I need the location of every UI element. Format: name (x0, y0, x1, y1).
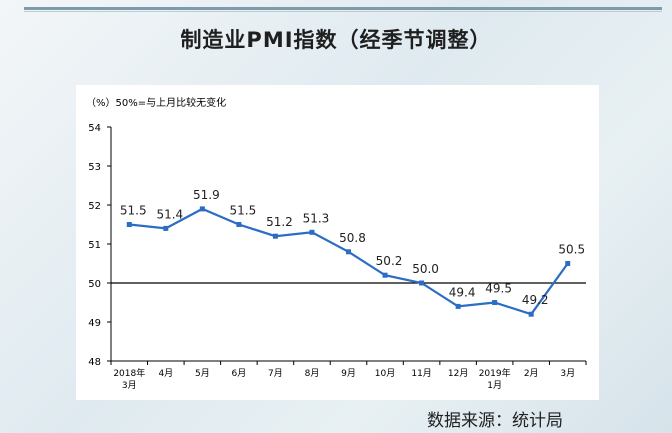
y-tick-labels: 48 49 50 51 52 53 54 (88, 123, 111, 368)
x-tick-label: 2月 (524, 368, 539, 379)
data-source: 数据来源：统计局 (427, 411, 563, 431)
series-line (129, 207, 569, 316)
data-label: 50.0 (412, 262, 439, 276)
x-tick-label: 2018年 (113, 367, 145, 379)
data-label: 51.4 (156, 207, 183, 221)
data-point (272, 233, 278, 239)
data-point (492, 300, 498, 305)
data-label: 51.2 (266, 215, 293, 229)
header-rule (24, 7, 662, 10)
y-tick-label: 54 (88, 123, 101, 134)
x-tick-label: 7月 (268, 368, 283, 379)
data-label: 50.2 (376, 254, 403, 268)
x-tick-label: 11月 (411, 368, 431, 379)
data-label: 50.5 (558, 243, 585, 257)
data-label: 51.9 (193, 188, 220, 202)
x-tick-label: 3月 (560, 368, 575, 379)
y-tick-label: 48 (88, 357, 101, 368)
data-point (126, 222, 132, 227)
slide-title: 制造业PMI指数（经季节调整） (180, 28, 492, 52)
y-tick-label: 51 (88, 240, 101, 251)
x-tick-label: 12月 (448, 368, 468, 379)
x-tick-label-line2: 3月 (122, 380, 137, 391)
y-tick-label: 49 (88, 318, 101, 329)
data-label: 49.4 (449, 285, 476, 299)
data-point (565, 261, 571, 266)
data-point (163, 225, 169, 231)
unit-note: （%）50%=与上月比较无变化 (86, 96, 226, 109)
data-point (199, 206, 205, 212)
x-tick-label: 8月 (305, 368, 320, 379)
data-label: 51.3 (303, 211, 330, 225)
y-tick-label: 50 (88, 279, 101, 290)
data-label: 50.8 (339, 231, 366, 245)
x-tick-label-line2: 1月 (487, 380, 502, 391)
data-point (528, 311, 534, 317)
x-tick-label: 2019年 (479, 367, 511, 379)
data-label: 49.2 (522, 293, 549, 307)
x-tick-label: 9月 (341, 368, 356, 379)
x-tick-label: 10月 (375, 368, 395, 379)
header-rule-thin (24, 11, 662, 12)
data-point (455, 303, 461, 309)
y-tick-label: 52 (88, 201, 101, 212)
series-pmi (126, 206, 571, 317)
data-label: 51.5 (120, 204, 147, 218)
data-labels: 51.5 51.4 51.9 51.5 51.2 51.3 50.8 50.2 50.0 49.4… (120, 188, 585, 307)
data-point (236, 222, 242, 227)
x-tick-label: 4月 (158, 368, 173, 379)
chart-panel: （%）50%=与上月比较无变化 48 49 50 51 52 53 54 2018年 3月 4月… (76, 85, 599, 400)
data-label: 49.5 (485, 282, 512, 296)
x-tick-label: 5月 (195, 368, 210, 379)
data-label: 51.5 (230, 204, 257, 218)
data-point (309, 229, 315, 235)
data-point (382, 272, 388, 278)
x-tick-label: 6月 (232, 368, 247, 379)
data-point (346, 249, 351, 255)
data-point (419, 280, 425, 286)
y-tick-label: 53 (88, 162, 101, 173)
